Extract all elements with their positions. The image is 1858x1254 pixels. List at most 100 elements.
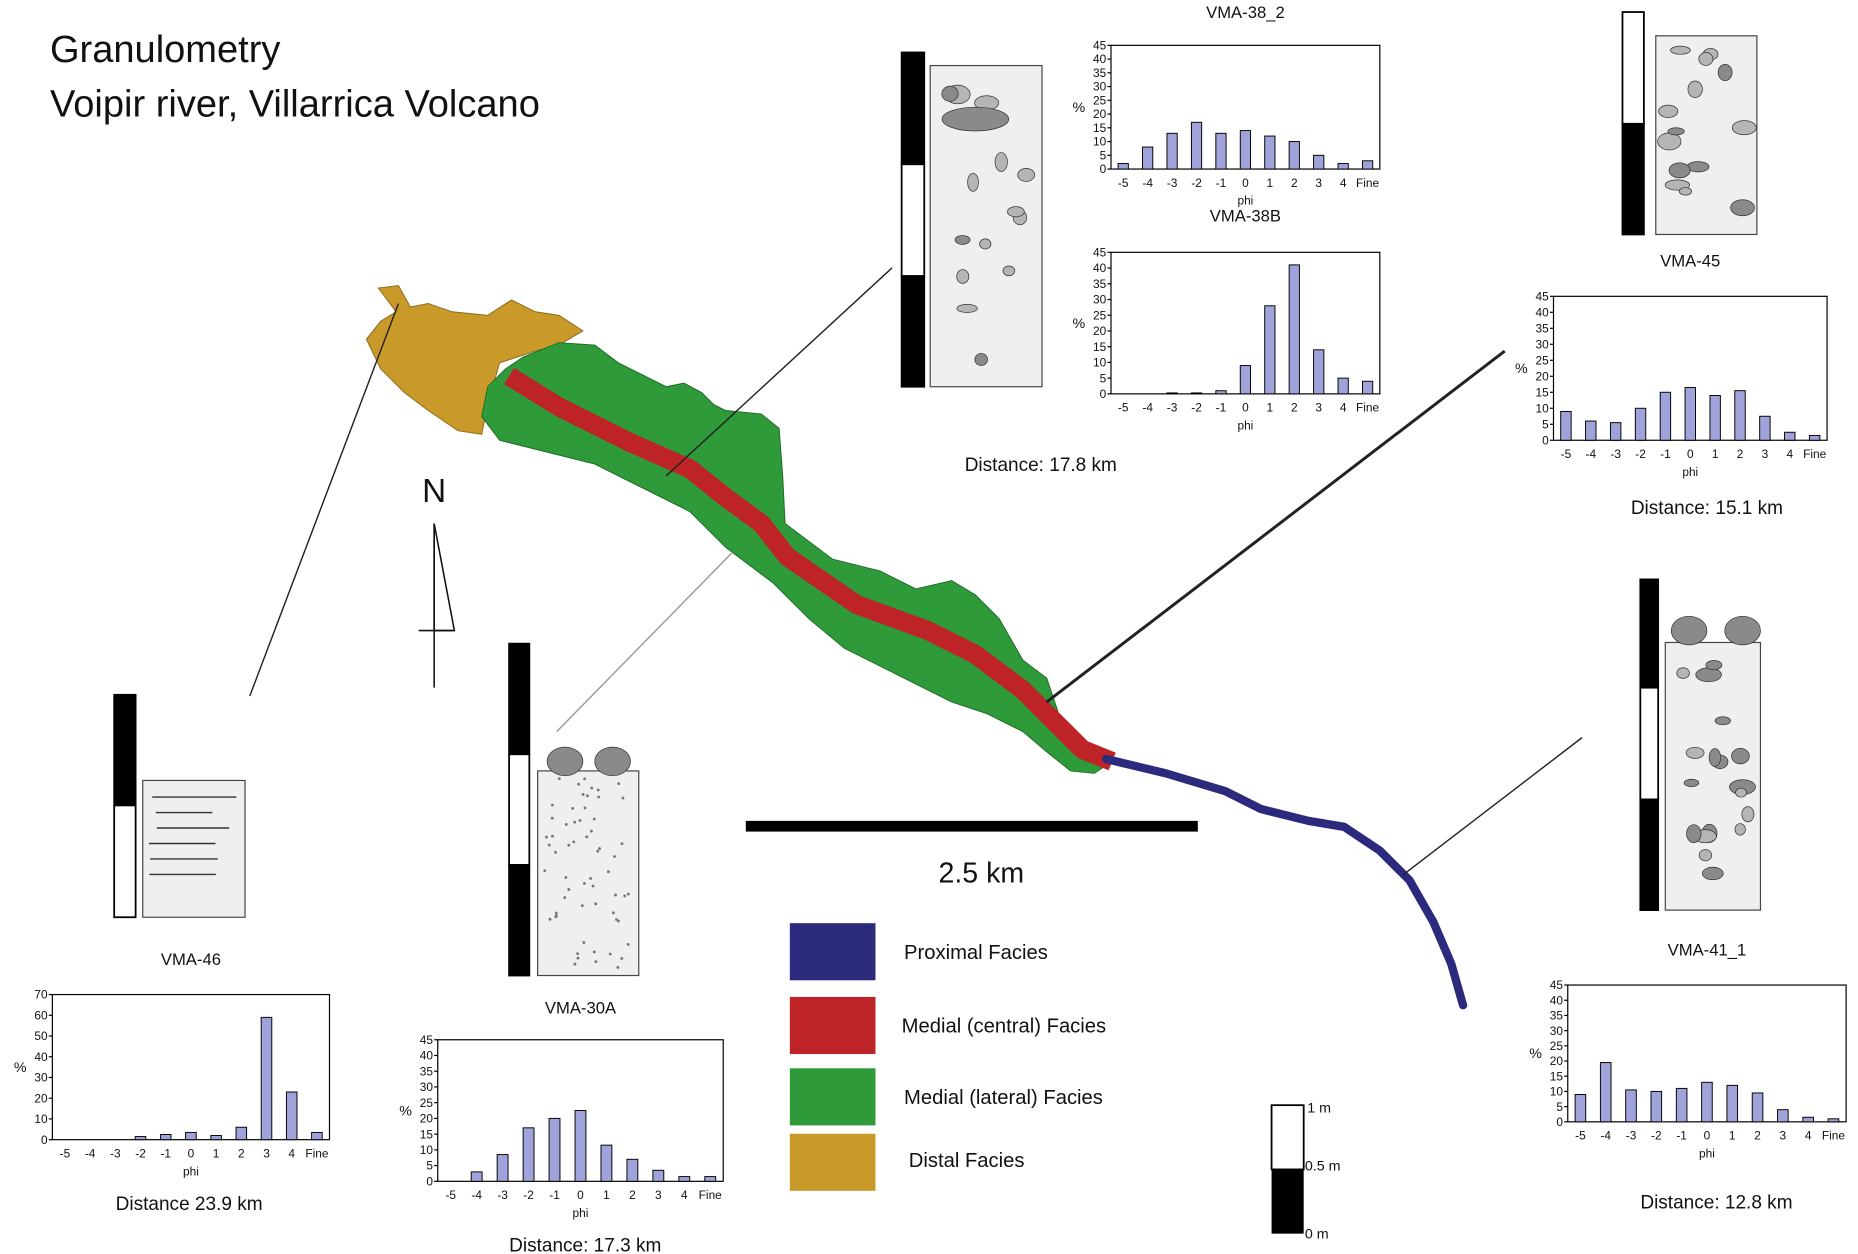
x-tick-label: 3 — [1780, 1129, 1787, 1143]
x-tick-label: -1 — [160, 1147, 171, 1161]
x-tick-label: -4 — [85, 1147, 96, 1161]
column-clast — [1731, 748, 1750, 765]
x-tick-label: 2 — [629, 1188, 636, 1202]
column-body — [1664, 641, 1762, 911]
column-grain — [585, 835, 589, 839]
scale-bar-label: 2.5 km — [939, 858, 1025, 890]
column-bar — [508, 642, 531, 756]
column-clast — [1695, 667, 1722, 683]
column-grain — [581, 793, 585, 796]
column-grain — [586, 794, 589, 798]
bar — [1313, 349, 1325, 395]
distance-label: Distance: 17.8 km — [965, 455, 1117, 476]
y-tick-label: 0 — [41, 1133, 48, 1147]
column-clast — [1676, 667, 1690, 679]
distance-label: Distance: 17.3 km — [509, 1235, 661, 1254]
column-bar — [113, 804, 137, 919]
column-grain — [550, 803, 554, 807]
y-tick-label: 50 — [34, 1029, 48, 1043]
legend: Proximal Facies Medial (central) Facies … — [789, 923, 1107, 1191]
legend-label: Proximal Facies — [904, 942, 1048, 964]
column-grain — [606, 870, 610, 874]
x-axis-label: phi — [1237, 419, 1253, 433]
bar — [704, 1176, 717, 1182]
chart-title: VMA-45 — [1660, 252, 1720, 271]
y-tick-label: 30 — [1093, 80, 1107, 94]
y-tick-label: 15 — [1093, 340, 1107, 354]
bar — [1625, 1089, 1637, 1123]
column-clast — [1717, 64, 1733, 81]
column-clast — [994, 152, 1008, 172]
distance-label: Distance: 15.1 km — [1631, 498, 1783, 519]
x-axis-label: phi — [1699, 1147, 1715, 1161]
column-clast — [1017, 168, 1035, 182]
x-tick-label: -5 — [60, 1147, 71, 1161]
y-tick-label: 15 — [1093, 121, 1107, 135]
y-tick-label: 5 — [1556, 1100, 1563, 1114]
x-tick-label: 1 — [1267, 401, 1274, 415]
bar — [235, 1126, 248, 1141]
column-clast — [1670, 45, 1691, 55]
figure-title: Granulometry — [50, 29, 280, 71]
y-tick-label: 40 — [1550, 993, 1564, 1007]
column-grain — [626, 943, 630, 946]
x-tick-label: 1 — [1267, 176, 1274, 190]
chart-title: VMA-38_2 — [1206, 3, 1285, 22]
bar — [1215, 132, 1227, 170]
column-clast — [1686, 824, 1702, 843]
bar — [1313, 154, 1325, 170]
y-tick-label: 40 — [1093, 261, 1107, 275]
column-clast — [546, 746, 584, 777]
y-tick-label: 60 — [34, 1008, 48, 1022]
column-grain — [564, 823, 568, 826]
column-grain — [590, 786, 594, 790]
bar — [185, 1131, 197, 1141]
y-tick-label: 30 — [34, 1071, 48, 1085]
bar — [1337, 377, 1349, 395]
column-grain — [577, 782, 581, 786]
bar — [159, 1134, 172, 1141]
x-tick-label: -1 — [1676, 1129, 1687, 1143]
y-axis-label: % — [1073, 100, 1086, 116]
column-grain — [596, 849, 600, 853]
bar — [496, 1154, 509, 1182]
x-tick-label: 4 — [1340, 401, 1347, 415]
legend-label: Medial (lateral) Facies — [904, 1087, 1103, 1109]
y-tick-label: 20 — [1093, 324, 1107, 338]
column-grain — [582, 881, 586, 885]
x-axis-label: phi — [183, 1164, 199, 1178]
column-grain — [626, 892, 630, 896]
bar — [1751, 1092, 1764, 1123]
bar — [1609, 422, 1622, 441]
bar — [1190, 392, 1203, 395]
column-clast — [954, 235, 971, 245]
column-body — [537, 770, 640, 977]
bar — [1239, 365, 1252, 395]
column-clast — [1705, 660, 1723, 671]
x-tick-label: 3 — [1315, 401, 1322, 415]
column-grain — [571, 806, 575, 810]
bar — [1239, 130, 1252, 170]
bar — [1808, 434, 1821, 441]
legend-label: Medial (central) Facies — [902, 1016, 1107, 1038]
column-clast — [1734, 823, 1746, 836]
chart-title: VMA-41_1 — [1668, 940, 1747, 959]
y-tick-label: 25 — [420, 1096, 434, 1110]
y-tick-label: 0 — [1100, 162, 1107, 176]
column-clast — [941, 85, 959, 102]
column-clast — [1670, 615, 1708, 646]
column-grain — [620, 957, 624, 960]
column-grain — [608, 952, 612, 956]
column-clast — [1741, 806, 1755, 823]
y-tick-label: 30 — [1550, 1024, 1564, 1038]
column-grain — [597, 795, 601, 799]
column-grain — [583, 777, 587, 781]
bar — [1784, 431, 1796, 441]
bar — [1117, 163, 1129, 170]
leader-lines — [249, 267, 1583, 875]
column-bar — [508, 864, 531, 977]
x-tick-label: 1 — [213, 1147, 220, 1161]
column-bar — [900, 275, 926, 388]
y-tick-label: 20 — [34, 1091, 48, 1105]
